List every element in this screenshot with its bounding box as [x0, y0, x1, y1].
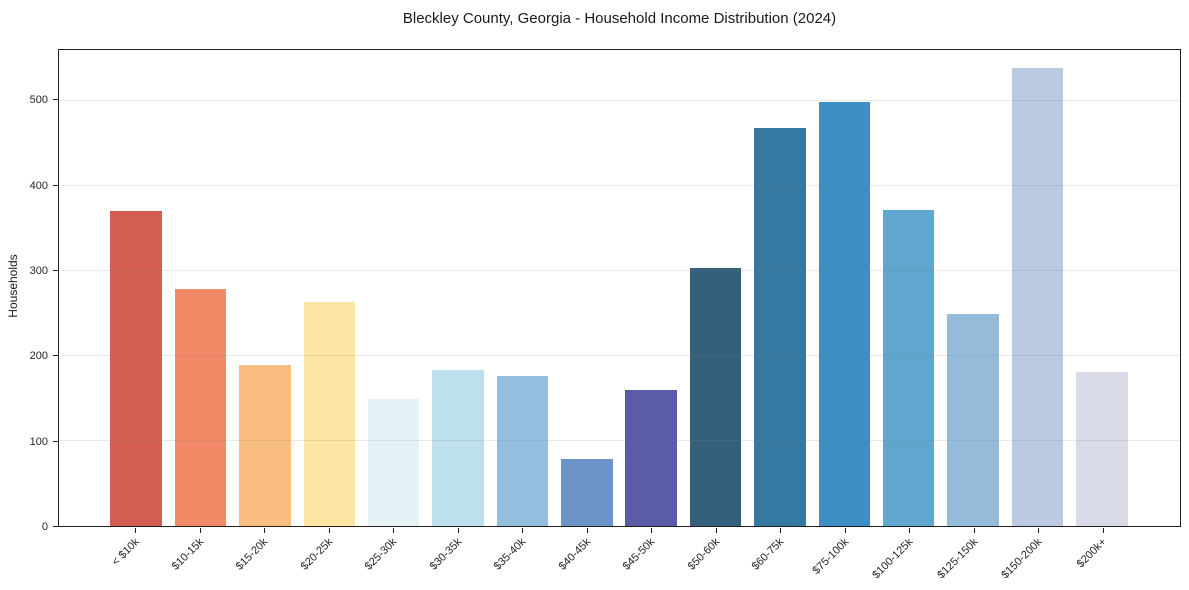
x-tick-label: $125-150k	[934, 536, 981, 582]
y-tick-mark	[53, 355, 58, 357]
bar-slot	[104, 50, 168, 526]
bars-container	[104, 50, 1134, 526]
y-tick-label: 0	[41, 521, 48, 533]
bar-slot	[297, 50, 361, 526]
x-tick-mark	[199, 528, 201, 533]
bar-20-25k	[303, 302, 356, 526]
x-axis-ticks: < $10k $10-15k $15-20k $20-25k $25-30k $30-35…	[58, 528, 1181, 588]
x-tick-mark	[522, 528, 524, 533]
x-tick-label: $100-125k	[870, 536, 916, 582]
x-tick-mark	[1102, 528, 1104, 533]
bar-60-75k	[754, 128, 806, 526]
y-tick-label: 500	[29, 94, 48, 107]
x-tick-mark	[780, 528, 782, 533]
x-tick-label: $150-200k	[999, 536, 1045, 582]
y-tick-mark	[53, 184, 58, 186]
bar-15-20k	[239, 364, 291, 526]
y-tick-label: 100	[29, 435, 48, 448]
y-tick-label: 400	[29, 179, 48, 192]
y-tick-mark	[53, 99, 58, 101]
x-tick-label: $15-20k	[234, 536, 271, 573]
x-tick-label: $30-35k	[427, 536, 465, 573]
x-tick-mark	[973, 528, 975, 533]
bar-10-15k	[174, 288, 227, 526]
bar-slot	[555, 50, 619, 526]
chart-title: Bleckley County, Georgia - Household Inc…	[402, 10, 837, 27]
x-tick-label: $45-50k	[621, 536, 658, 573]
bar-slot	[877, 50, 941, 526]
bar-slot	[748, 50, 812, 526]
bar-75-100k	[818, 101, 871, 526]
x-tick-mark	[1038, 528, 1040, 533]
bar-slot	[812, 50, 876, 526]
bar-10k	[110, 210, 162, 526]
bar-slot	[1005, 50, 1069, 526]
bar-slot	[941, 50, 1005, 526]
bar-25-30k	[367, 399, 420, 526]
y-axis-ticks: 0 100 200 300 400 500	[0, 49, 58, 533]
x-tick-label: $25-30k	[363, 536, 400, 573]
x-tick-mark	[328, 528, 330, 533]
x-tick-mark	[264, 528, 266, 533]
y-tick-label: 200	[29, 350, 48, 363]
bar-slot	[168, 50, 232, 526]
bar-slot	[1070, 50, 1134, 526]
bar-45-50k	[625, 390, 677, 526]
x-tick-mark	[393, 528, 395, 533]
x-tick-mark	[586, 528, 588, 533]
bar-slot	[490, 50, 554, 526]
bar-125-150k	[947, 313, 999, 526]
bar-slot	[426, 50, 490, 526]
x-tick-mark	[457, 528, 459, 533]
y-tick-mark	[53, 526, 58, 527]
x-tick-label: $40-45k	[556, 536, 594, 573]
x-tick-mark	[844, 528, 846, 533]
y-tick-label: 300	[29, 264, 48, 277]
x-tick-label: $60-75k	[750, 536, 787, 573]
x-tick-label: < $10k	[109, 536, 142, 569]
x-tick-label: $10-15k	[169, 536, 207, 573]
plot-area	[58, 49, 1181, 527]
bar-100-125k	[882, 209, 935, 526]
x-tick-mark	[135, 528, 137, 533]
x-tick-mark	[715, 528, 717, 533]
bar-35-40k	[496, 375, 549, 526]
bar-slot	[362, 50, 426, 526]
bar-30-35k	[432, 369, 484, 526]
x-tick-mark	[651, 528, 653, 533]
bar-40-45k	[561, 458, 613, 526]
y-tick-mark	[53, 440, 58, 442]
bar-slot	[619, 50, 683, 526]
x-tick-label: $200k+	[1075, 536, 1110, 571]
bar-50-60k	[689, 267, 742, 526]
bar-slot	[683, 50, 747, 526]
x-tick-mark	[909, 528, 911, 533]
x-tick-label: $50-60k	[685, 536, 723, 573]
bar-slot	[233, 50, 297, 526]
y-tick-mark	[53, 269, 58, 271]
x-tick-label: $75-100k	[810, 536, 852, 577]
x-tick-label: $35-40k	[492, 536, 529, 573]
x-tick-label: $20-25k	[298, 536, 336, 573]
bar-150-200k	[1011, 67, 1064, 526]
bar-200k	[1076, 372, 1128, 526]
